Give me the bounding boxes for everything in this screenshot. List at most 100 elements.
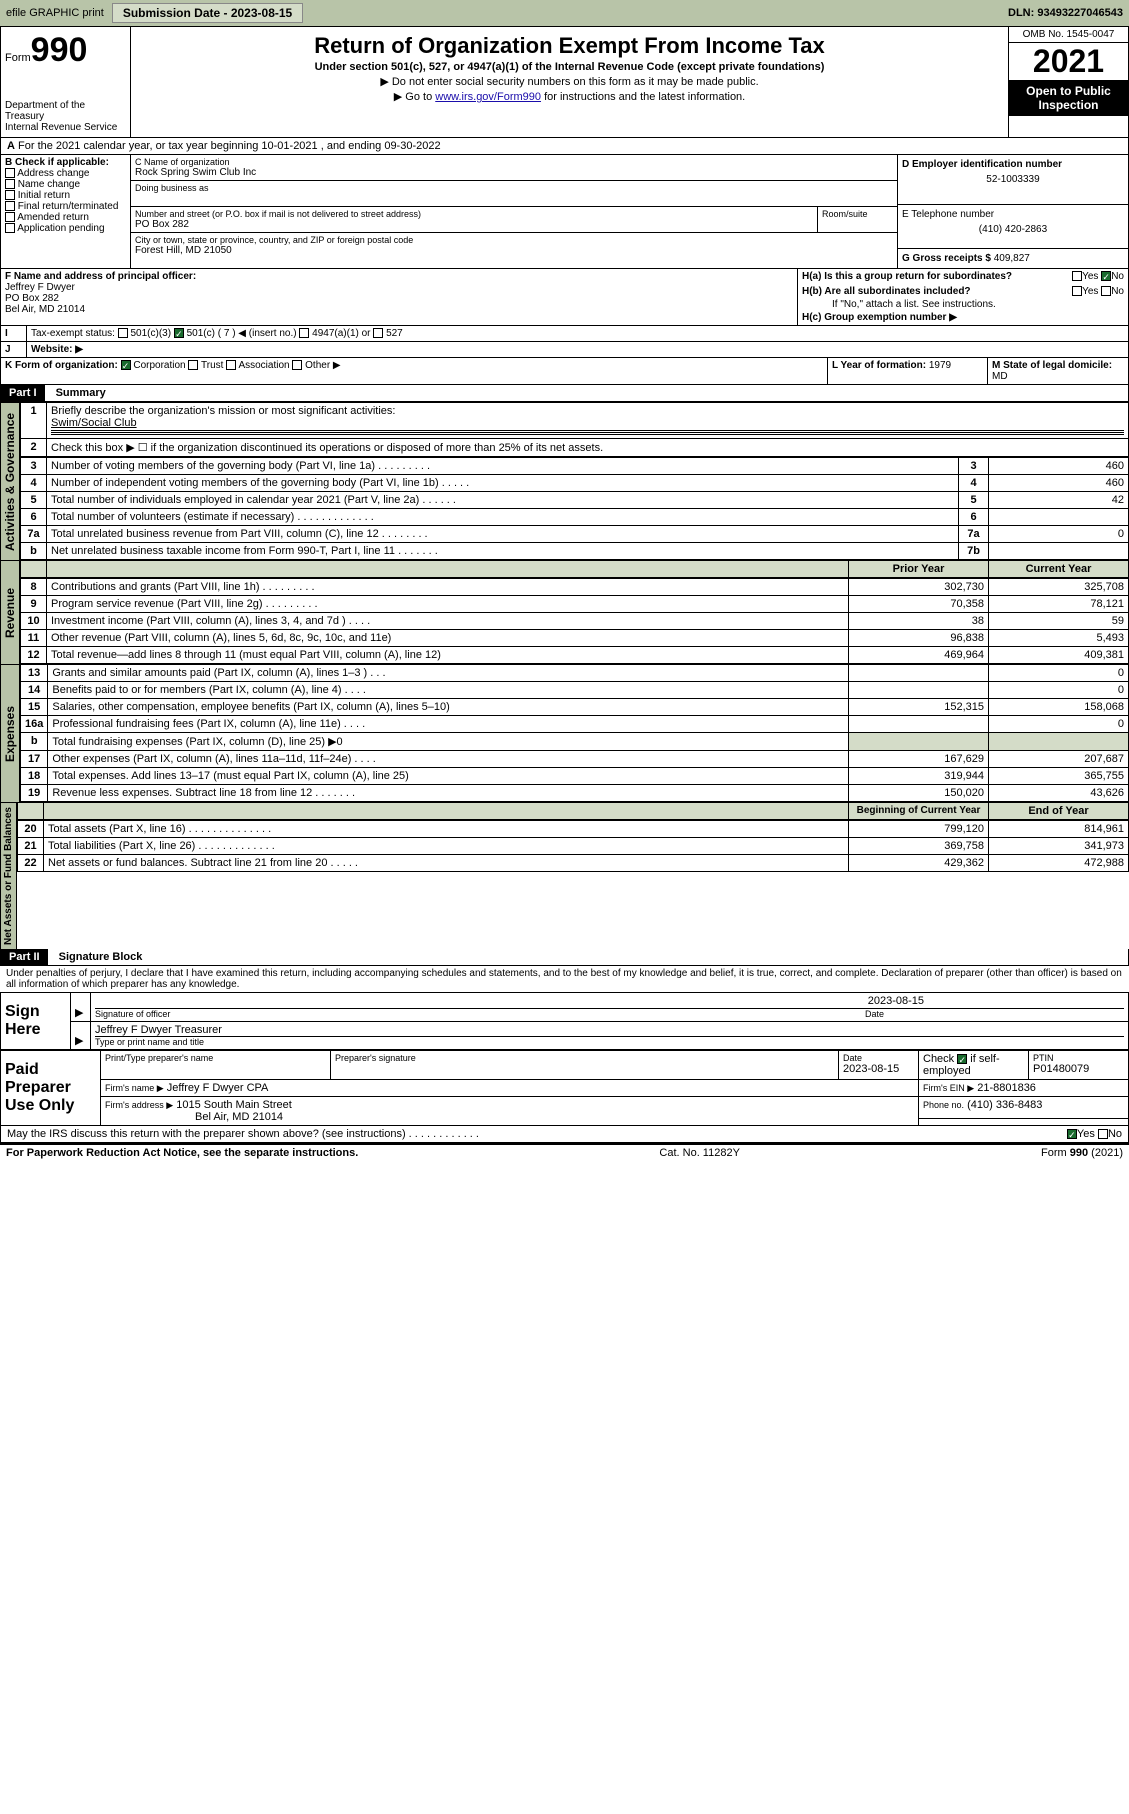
assoc-checkbox[interactable]: [226, 360, 236, 370]
revenue-section: Revenue Prior YearCurrent Year 8Contribu…: [0, 560, 1129, 664]
box-f-label: F Name and address of principal officer:: [5, 271, 793, 282]
phone-value: (410) 420-2863: [902, 224, 1124, 235]
boxb-checkbox[interactable]: [5, 223, 15, 233]
governance-section: Activities & Governance 1 Briefly descri…: [0, 402, 1129, 560]
sig-officer-label: Signature of officer: [95, 1009, 170, 1019]
part2-bar: Part II Signature Block: [0, 949, 1129, 966]
hb-yes-checkbox[interactable]: [1072, 286, 1082, 296]
end-year-header: End of Year: [989, 803, 1129, 820]
form-note2b: for instructions and the latest informat…: [541, 91, 745, 103]
opt-trust: Trust: [201, 360, 223, 371]
prep-sig-label: Preparer's signature: [335, 1053, 834, 1063]
ptin-label: PTIN: [1033, 1053, 1124, 1063]
cat-number: Cat. No. 11282Y: [659, 1147, 740, 1159]
boxb-option: Final return/terminated: [5, 201, 126, 212]
form-subtitle: Under section 501(c), 527, or 4947(a)(1)…: [137, 61, 1002, 73]
other-checkbox[interactable]: [292, 360, 302, 370]
officer-addr2: Bel Air, MD 21014: [5, 304, 793, 315]
boxb-checkbox[interactable]: [5, 212, 15, 222]
boxb-option: Name change: [5, 179, 126, 190]
boxb-option: Address change: [5, 168, 126, 179]
current-year-header: Current Year: [989, 561, 1129, 578]
hb-no-checkbox[interactable]: [1101, 286, 1111, 296]
form-title: Return of Organization Exempt From Incom…: [137, 33, 1002, 59]
opt-corp: Corporation: [133, 360, 185, 371]
boxes-row-1: B Check if applicable: Address change Na…: [0, 155, 1129, 269]
may-irs-text: May the IRS discuss this return with the…: [7, 1128, 479, 1140]
boxb-checkbox[interactable]: [5, 179, 15, 189]
boxb-checkbox[interactable]: [5, 201, 15, 211]
form-number: 990: [31, 31, 88, 70]
ha-no-checkbox[interactable]: ✓: [1101, 271, 1111, 281]
4947-checkbox[interactable]: [299, 328, 309, 338]
ptin-value: P01480079: [1033, 1063, 1124, 1075]
firm-name-label: Firm's name ▶: [105, 1083, 164, 1093]
501c3-checkbox[interactable]: [118, 328, 128, 338]
irs-label: Internal Revenue Service: [5, 122, 126, 133]
boxb-option: Application pending: [5, 223, 126, 234]
beginning-year-header: Beginning of Current Year: [849, 803, 989, 820]
firm-phone-label: Phone no.: [923, 1100, 964, 1110]
q1-label: Briefly describe the organization's miss…: [51, 405, 395, 417]
table-row: 22Net assets or fund balances. Subtract …: [18, 855, 1129, 872]
submission-date-button[interactable]: Submission Date - 2023-08-15: [112, 3, 303, 23]
ha-yes-checkbox[interactable]: [1072, 271, 1082, 281]
firm-addr-label: Firm's address ▶: [105, 1100, 173, 1110]
box-klm-row: K Form of organization: ✓ Corporation Tr…: [0, 358, 1129, 385]
irs-link[interactable]: www.irs.gov/Form990: [435, 91, 541, 103]
527-checkbox[interactable]: [373, 328, 383, 338]
irs-yes-checkbox[interactable]: ✓: [1067, 1129, 1077, 1139]
hb-label: H(b) Are all subordinates included?: [802, 286, 971, 297]
opt-assoc: Association: [238, 360, 289, 371]
table-row: 15Salaries, other compensation, employee…: [21, 699, 1129, 716]
boxb-checkbox[interactable]: [5, 190, 15, 200]
form-note1: ▶ Do not enter social security numbers o…: [137, 75, 1002, 88]
firm-addr-value: 1015 South Main Street: [176, 1099, 292, 1111]
line-a: A For the 2021 calendar year, or tax yea…: [0, 138, 1129, 155]
form-note2a: ▶ Go to: [394, 91, 435, 103]
box-d-label: D Employer identification number: [902, 159, 1124, 170]
box-i-row: I Tax-exempt status: 501(c)(3) ✓ 501(c) …: [0, 326, 1129, 342]
prep-date-value: 2023-08-15: [843, 1063, 914, 1075]
room-label: Room/suite: [822, 209, 893, 219]
expenses-section: Expenses 13Grants and similar amounts pa…: [0, 664, 1129, 802]
table-row: 21Total liabilities (Part X, line 26) . …: [18, 838, 1129, 855]
table-row: 10Investment income (Part VIII, column (…: [21, 613, 1129, 630]
table-row: 4Number of independent voting members of…: [21, 475, 1129, 492]
vtab-revenue: Revenue: [0, 560, 20, 664]
opt-501c3: 501(c)(3): [130, 328, 171, 339]
table-row: 17Other expenses (Part IX, column (A), l…: [21, 751, 1129, 768]
hb-note: If "No," attach a list. See instructions…: [802, 299, 1124, 310]
corp-checkbox[interactable]: ✓: [121, 360, 131, 370]
firm-phone-value: (410) 336-8483: [967, 1099, 1042, 1111]
box-l-label: L Year of formation:: [832, 360, 926, 371]
table-row: 18Total expenses. Add lines 13–17 (must …: [21, 768, 1129, 785]
line-a-text: For the 2021 calendar year, or tax year …: [18, 140, 441, 152]
form-word: Form: [5, 52, 31, 64]
vtab-expenses: Expenses: [0, 664, 20, 802]
firm-name-value: Jeffrey F Dwyer CPA: [167, 1082, 269, 1094]
self-employed-checkbox[interactable]: ✓: [957, 1054, 967, 1064]
table-row: 5Total number of individuals employed in…: [21, 492, 1129, 509]
box-g-label: G Gross receipts $: [902, 253, 991, 264]
prior-year-header: Prior Year: [849, 561, 989, 578]
ha-label: H(a) Is this a group return for subordin…: [802, 271, 1012, 282]
omb-number: OMB No. 1545-0047: [1009, 27, 1128, 43]
501c-checkbox[interactable]: ✓: [174, 328, 184, 338]
footer: For Paperwork Reduction Act Notice, see …: [0, 1143, 1129, 1161]
trust-checkbox[interactable]: [188, 360, 198, 370]
box-k-label: K Form of organization:: [5, 360, 118, 371]
open-to-public: Open to Public Inspection: [1009, 80, 1128, 116]
boxb-checkbox[interactable]: [5, 168, 15, 178]
opt-527: 527: [386, 328, 403, 339]
table-row: 19Revenue less expenses. Subtract line 1…: [21, 785, 1129, 802]
tax-exempt-label: Tax-exempt status:: [31, 328, 115, 339]
part2-title: Signature Block: [51, 951, 143, 963]
dba-label: Doing business as: [135, 183, 893, 193]
box-e-label: E Telephone number: [902, 209, 1124, 220]
state-domicile: MD: [992, 371, 1008, 382]
sign-here-label: Sign Here: [1, 993, 71, 1050]
table-row: bNet unrelated business taxable income f…: [21, 543, 1129, 560]
irs-no-checkbox[interactable]: [1098, 1129, 1108, 1139]
boxb-option: Amended return: [5, 212, 126, 223]
